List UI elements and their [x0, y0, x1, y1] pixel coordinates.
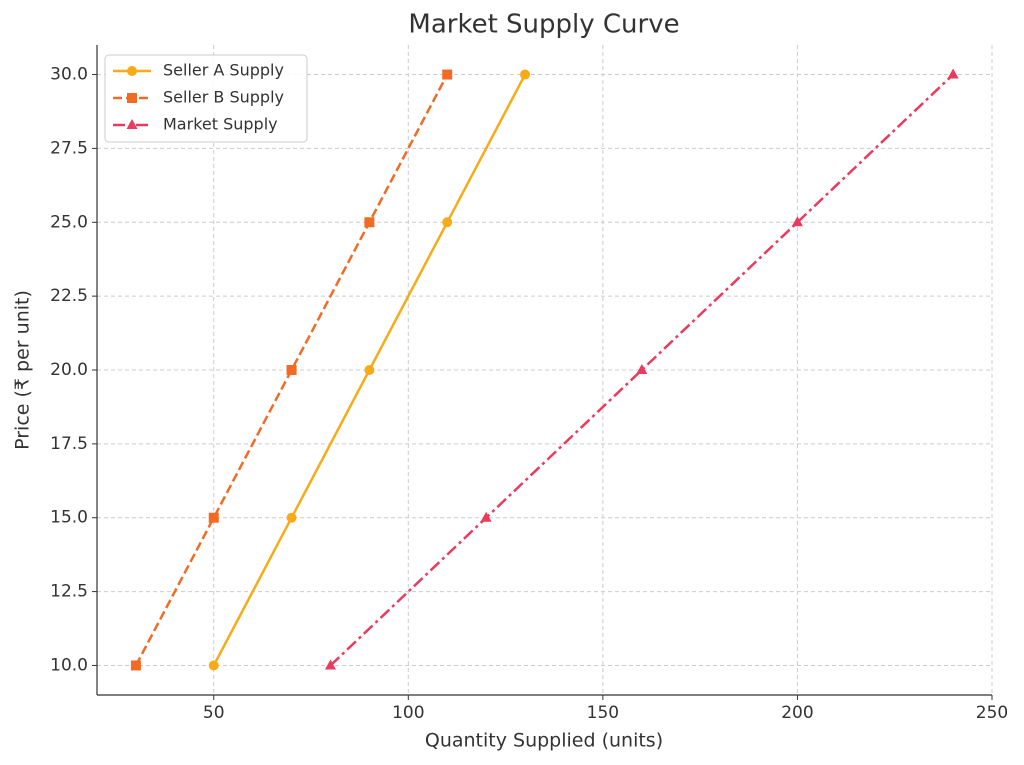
x-tick-label: 200 [781, 703, 813, 723]
y-tick-label: 27.5 [50, 138, 88, 158]
marker [324, 659, 336, 670]
marker [127, 66, 137, 76]
marker [286, 365, 297, 375]
x-axis-label: Quantity Supplied (units) [425, 730, 663, 752]
marker [364, 365, 375, 375]
legend-label: Seller A Supply [163, 61, 284, 80]
y-tick-label: 17.5 [50, 434, 88, 454]
marker [208, 660, 219, 671]
x-tick-label: 250 [976, 703, 1008, 723]
legend-label: Market Supply [163, 115, 278, 134]
y-tick-label: 20.0 [50, 360, 88, 380]
legend-label: Seller B Supply [163, 88, 284, 107]
y-axis-label: Price (₹ per unit) [12, 290, 34, 450]
y-tick-label: 10.0 [50, 655, 88, 675]
y-tick-label: 12.5 [50, 582, 88, 602]
marker [364, 217, 375, 228]
y-tick-label: 30.0 [50, 65, 88, 85]
marker [636, 364, 648, 374]
marker [947, 68, 959, 79]
marker [442, 217, 453, 228]
marker [286, 512, 297, 523]
marker [480, 511, 492, 522]
y-tick-label: 25.0 [50, 212, 88, 232]
legend: Seller A Supply Seller B Supply Market Sup… [104, 54, 308, 143]
x-tick-label: 150 [587, 703, 619, 723]
marker [127, 93, 137, 103]
marker [130, 660, 141, 671]
legend-box [104, 54, 308, 143]
x-tick-label: 50 [203, 703, 225, 723]
y-tick-label: 15.0 [50, 508, 88, 528]
marker [208, 512, 219, 523]
series-line [329, 73, 954, 667]
marker [520, 69, 531, 80]
chart-title: Market Supply Curve [408, 10, 679, 40]
y-tick-label: 22.5 [50, 286, 88, 306]
x-tick-label: 100 [392, 703, 424, 723]
marker [126, 119, 138, 129]
marker [791, 216, 803, 227]
marker [442, 69, 453, 80]
